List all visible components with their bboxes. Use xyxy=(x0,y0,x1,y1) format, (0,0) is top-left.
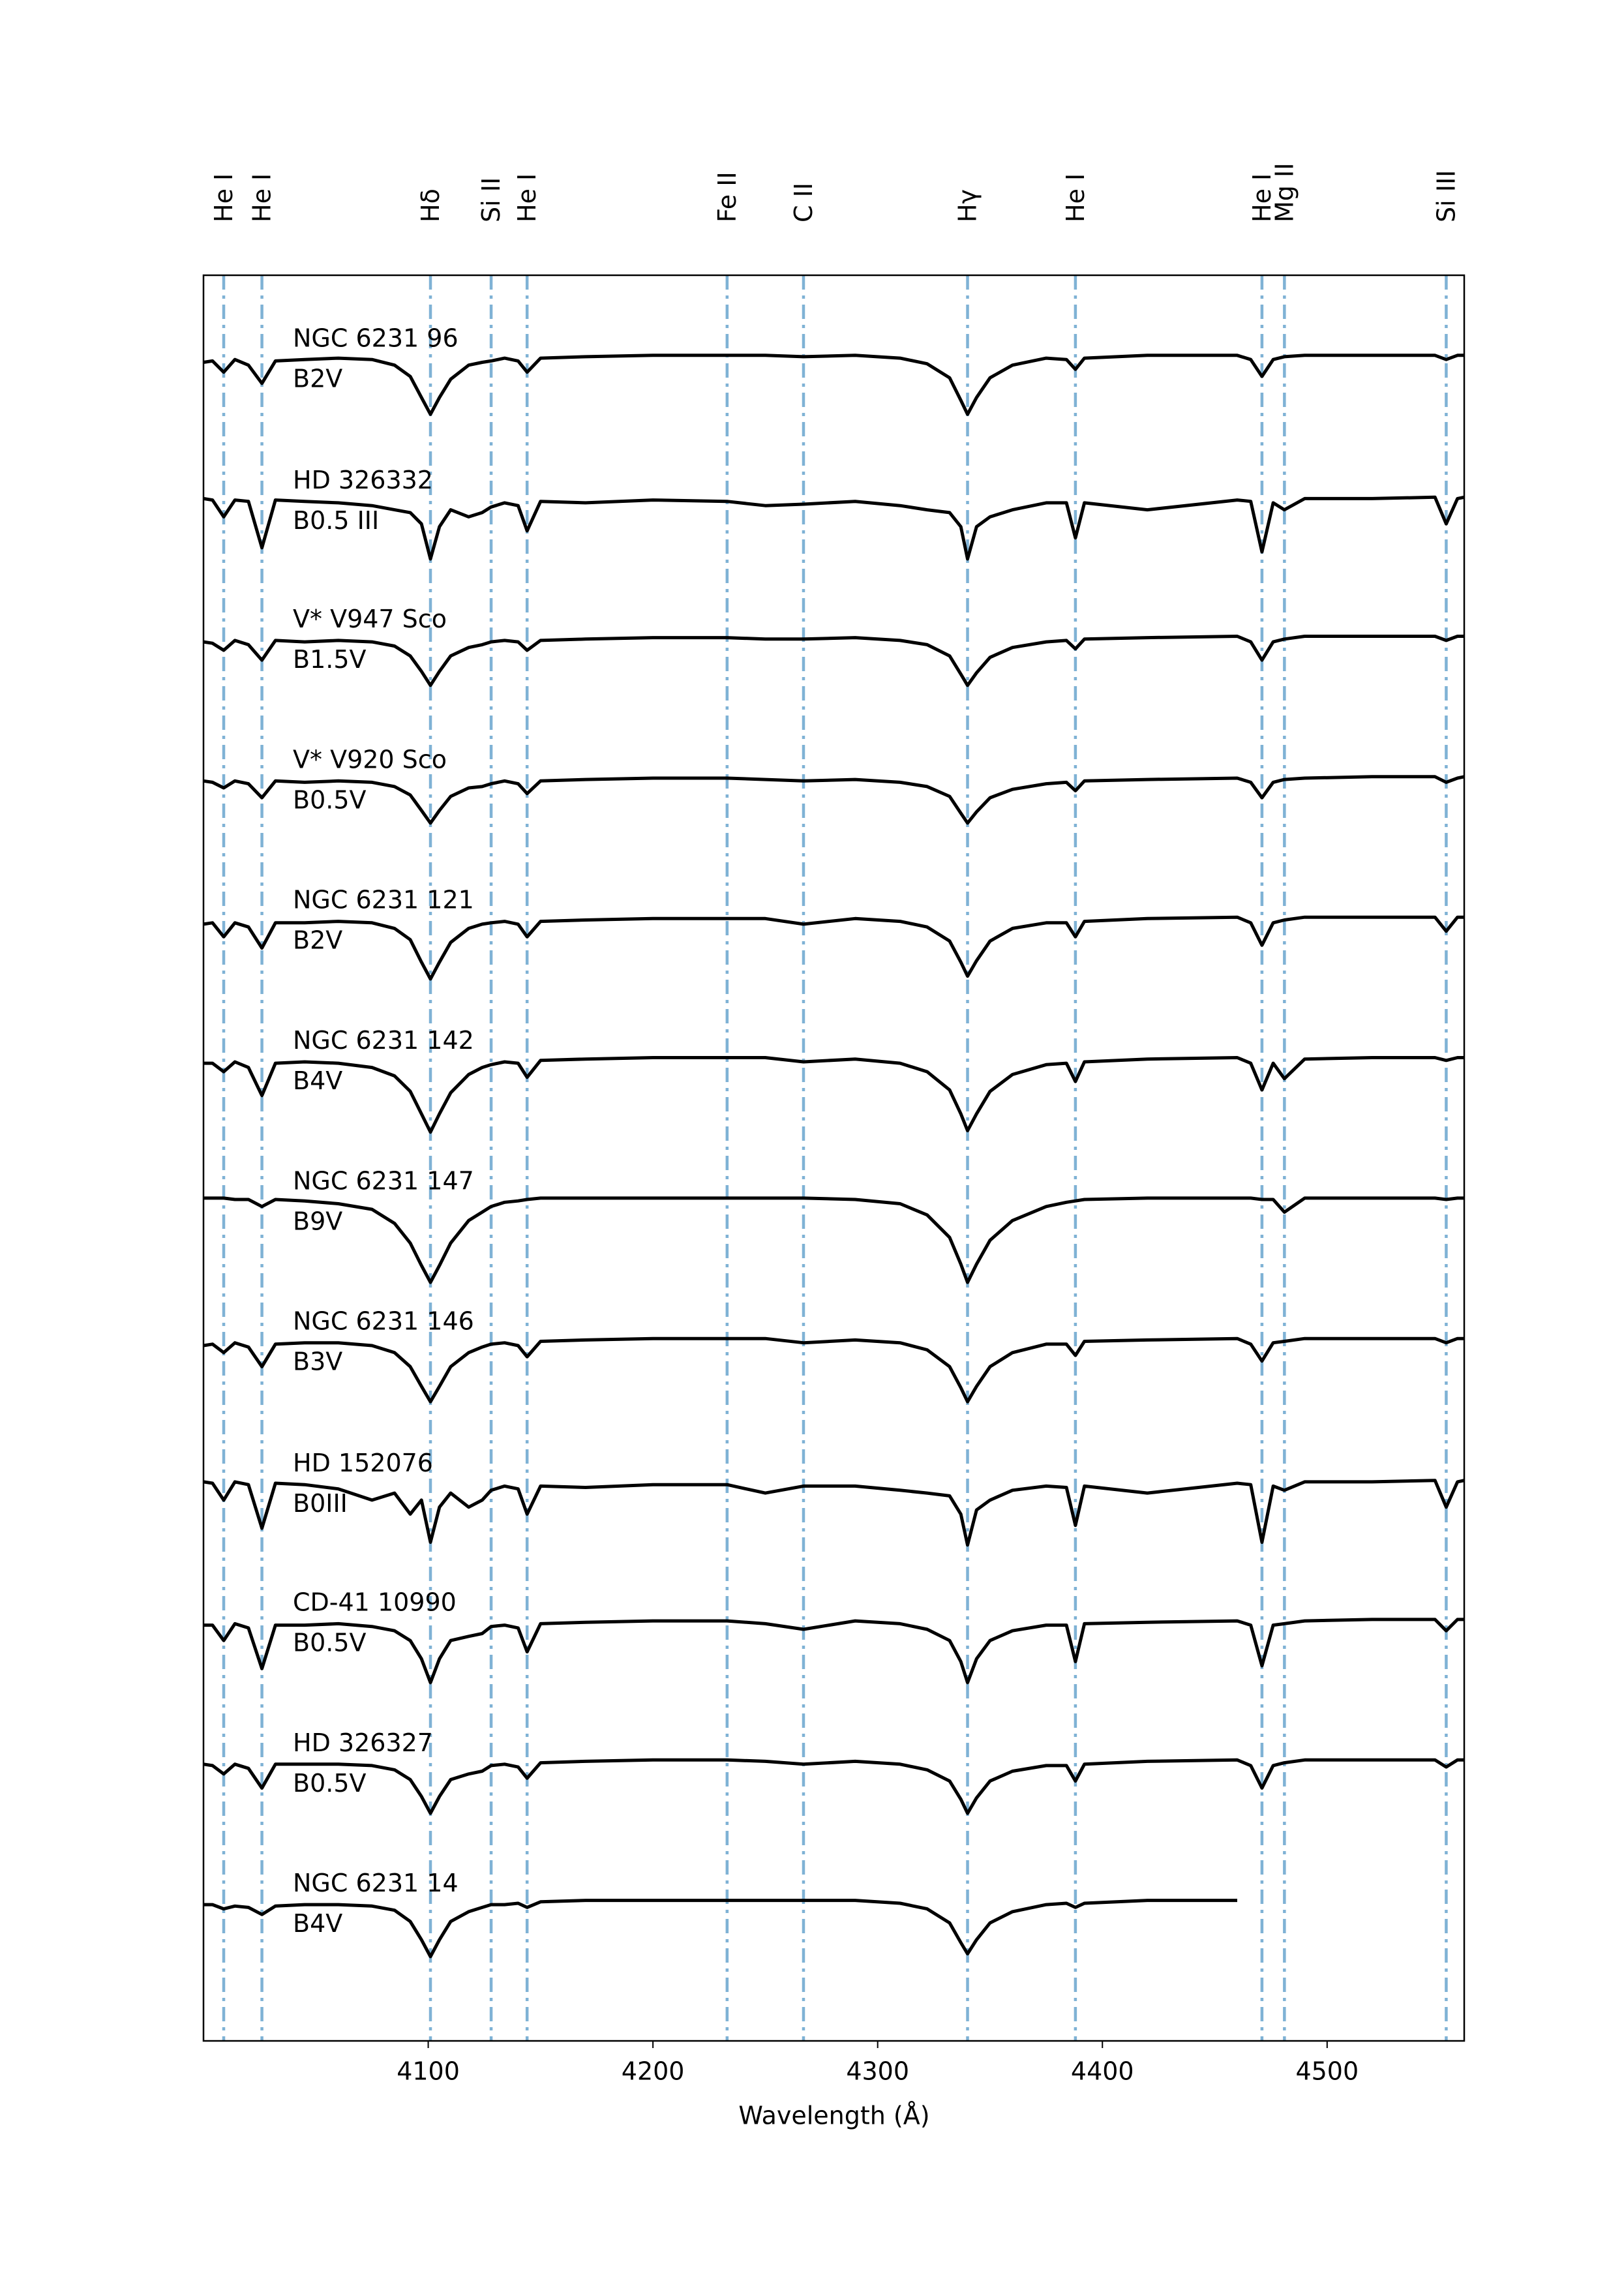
spectrum-line xyxy=(203,1899,1237,1959)
x-tick-label: 4300 xyxy=(846,2057,909,2086)
spectrum-line xyxy=(203,915,1464,981)
spectrum-line xyxy=(203,1056,1464,1134)
spectral-line-label: C II xyxy=(789,183,818,222)
spectral-line-label: He I xyxy=(1248,173,1276,222)
star-name: NGC 6231 121 xyxy=(293,886,474,914)
star-name: NGC 6231 14 xyxy=(293,1869,459,1897)
star-name: HD 326327 xyxy=(293,1728,433,1757)
spectral-type: B2V xyxy=(293,364,342,393)
spectral-type: B9V xyxy=(293,1207,342,1235)
star-name: HD 326332 xyxy=(293,466,433,494)
spectral-type: B0.5V xyxy=(293,1769,367,1798)
spectral-line-label: Hγ xyxy=(954,189,982,222)
spectral-line-label: Mg II xyxy=(1270,163,1299,222)
spectrum-line xyxy=(203,1618,1464,1685)
star-name: V* V947 Sco xyxy=(293,605,447,633)
spectrum-line xyxy=(203,354,1464,416)
spectral-type: B3V xyxy=(293,1348,342,1376)
spectral-type: B0.5 III xyxy=(293,506,379,535)
spectral-type: B2V xyxy=(293,926,342,955)
star-name: V* V920 Sco xyxy=(293,745,447,774)
spectrum-line xyxy=(203,1336,1464,1404)
spectral-line-label: Fe II xyxy=(713,172,742,222)
star-name: CD-41 10990 xyxy=(293,1588,457,1616)
x-tick-label: 4400 xyxy=(1071,2057,1134,2086)
spectral-type: B1.5V xyxy=(293,645,367,674)
star-name: NGC 6231 142 xyxy=(293,1026,474,1055)
plot-frame xyxy=(202,274,1466,2042)
spectrum-line xyxy=(203,1758,1464,1815)
star-name: NGC 6231 146 xyxy=(293,1307,474,1336)
spectral-line-label: He I xyxy=(248,173,277,222)
spectral-line-label: He I xyxy=(1061,173,1090,222)
x-tick-label: 4100 xyxy=(397,2057,460,2086)
spectral-type: B0.5V xyxy=(293,785,367,814)
spectral-type: B4V xyxy=(293,1066,342,1095)
star-name: HD 152076 xyxy=(293,1449,433,1477)
spectral-type: B4V xyxy=(293,1909,342,1938)
x-tick-label: 4200 xyxy=(622,2057,685,2086)
spectrum-line xyxy=(203,495,1465,561)
spectrum-line xyxy=(203,1196,1464,1284)
x-axis-label: Wavelength (Å) xyxy=(738,2102,929,2130)
spectral-line-label: Si III xyxy=(1432,170,1460,222)
spectral-line-label: Hδ xyxy=(416,188,445,222)
spectral-type: B0.5V xyxy=(293,1628,367,1657)
spectrum-line xyxy=(203,775,1465,825)
spectrum-line xyxy=(203,1479,1465,1547)
spectrum-line xyxy=(203,635,1464,687)
spectral-line-label: He I xyxy=(513,173,541,222)
x-tick-label: 4500 xyxy=(1295,2057,1359,2086)
star-name: NGC 6231 96 xyxy=(293,324,459,352)
spectral-line-label: He I xyxy=(209,173,238,222)
spectral-line-label: Si II xyxy=(477,177,505,222)
star-name: NGC 6231 147 xyxy=(293,1166,474,1195)
spectral-type: B0III xyxy=(293,1489,348,1518)
